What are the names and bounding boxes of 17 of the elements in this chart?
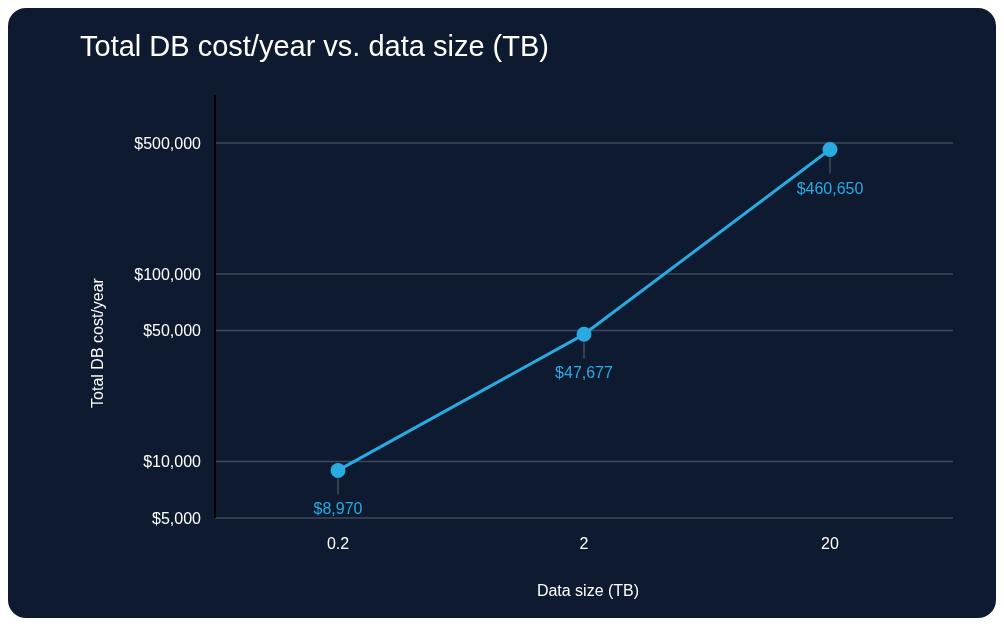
point — [330, 462, 346, 478]
x-tick-label: 20 — [821, 535, 839, 553]
y-tick-label: $10,000 — [143, 453, 202, 471]
y-axis-title: Total DB cost/year — [89, 278, 107, 408]
x-tick-label: 0.2 — [326, 535, 350, 553]
point — [576, 326, 592, 342]
x-axis-title: Data size (TB) — [536, 582, 640, 600]
x-tick-label: 2 — [579, 535, 589, 553]
y-tick-label: $50,000 — [143, 322, 202, 340]
chart-title: Total DB cost/year vs. data size (TB) — [80, 30, 549, 63]
data-label: $460,650 — [796, 179, 864, 197]
y-tick-label: $500,000 — [134, 134, 202, 152]
data-label: $8,970 — [313, 500, 363, 518]
point — [822, 142, 838, 158]
y-tick-label: $100,000 — [134, 265, 202, 283]
y-tick-label: $5,000 — [152, 509, 202, 527]
data-label: $47,677 — [555, 364, 614, 382]
